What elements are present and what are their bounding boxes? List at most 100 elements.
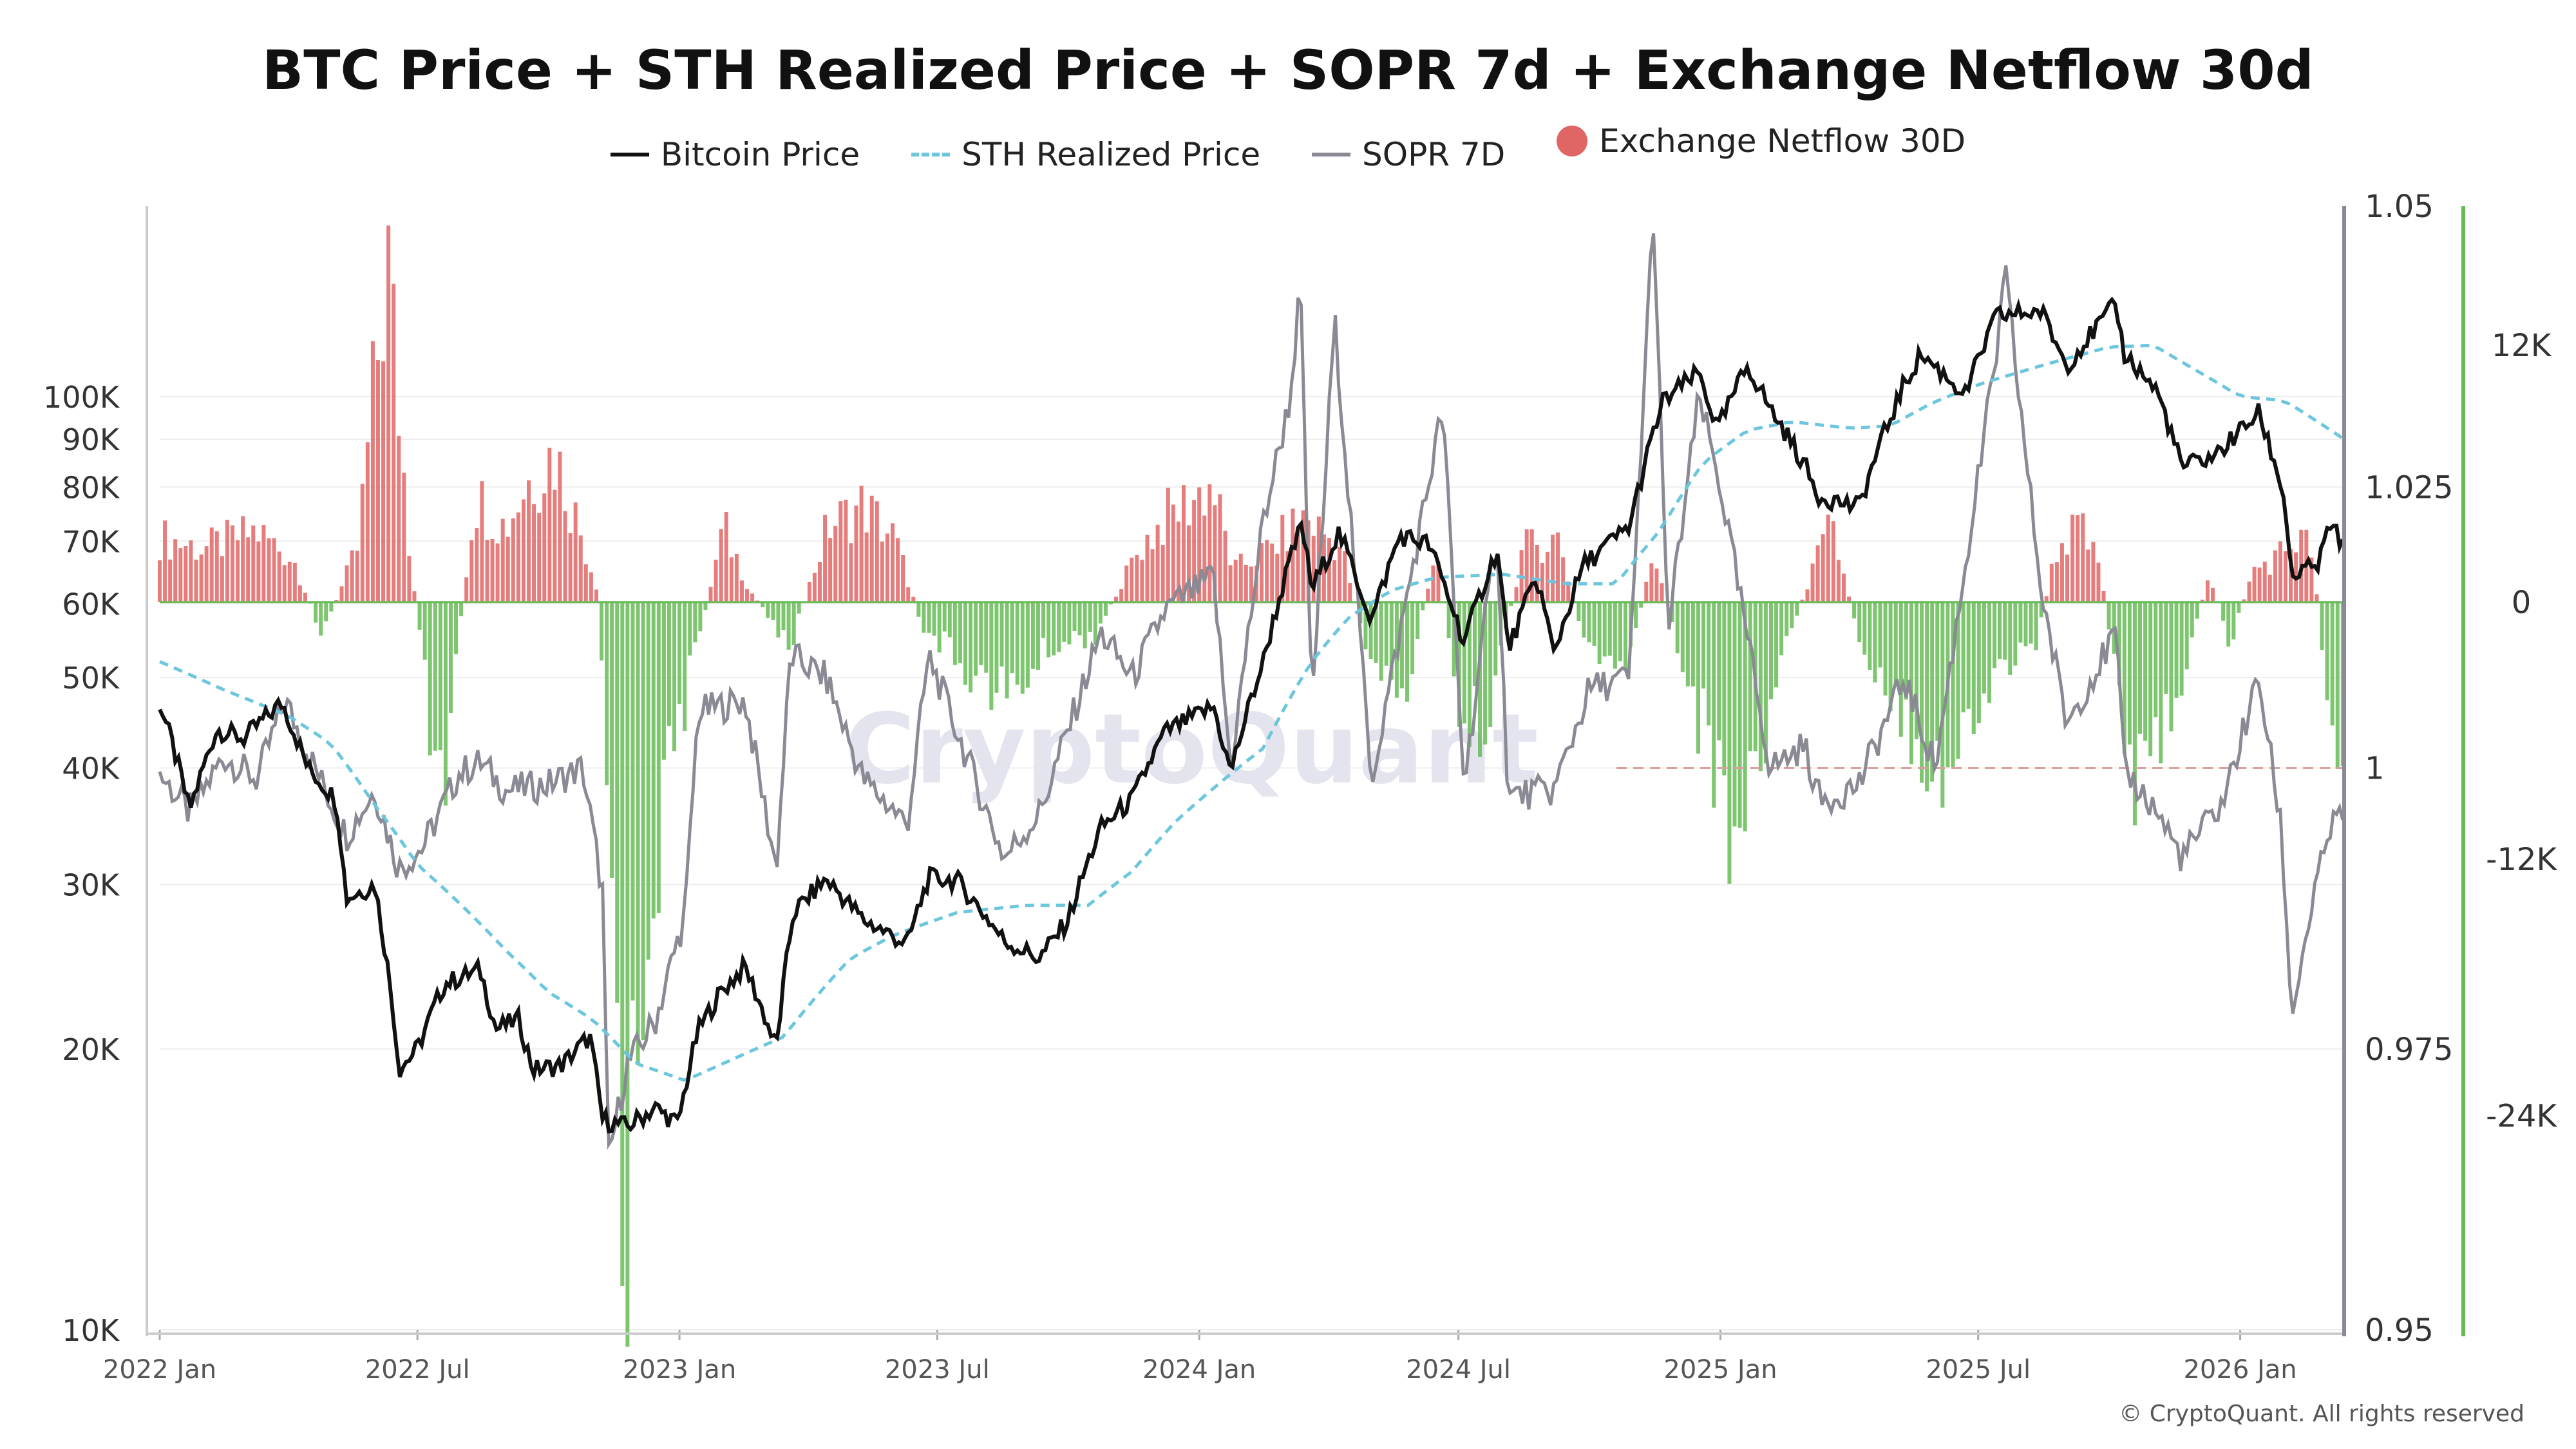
netflow-bar bbox=[2289, 549, 2293, 602]
netflow-bar bbox=[1732, 601, 1737, 827]
price-tick-label: 60K bbox=[62, 587, 120, 621]
netflow-bar bbox=[1660, 583, 1664, 602]
netflow-bar bbox=[1821, 534, 1825, 602]
netflow-bar bbox=[2262, 562, 2267, 602]
netflow-bar bbox=[527, 480, 531, 602]
chart-legend: Bitcoin Price STH Realized Price SOPR 7D… bbox=[0, 122, 2576, 173]
netflow-bar bbox=[615, 601, 620, 1003]
netflow-bar bbox=[911, 596, 916, 602]
netflow-bar bbox=[2315, 594, 2319, 602]
legend-item-sopr-7d[interactable]: SOPR 7D bbox=[1312, 136, 1505, 173]
netflow-bar bbox=[1566, 582, 1571, 602]
netflow-bar bbox=[1592, 601, 1596, 646]
netflow-bar bbox=[521, 499, 526, 602]
netflow-bar bbox=[849, 543, 853, 602]
netflow-bar bbox=[605, 601, 609, 786]
netflow-bar bbox=[1878, 601, 1882, 668]
netflow-bar bbox=[2284, 551, 2288, 602]
netflow-bar bbox=[1384, 601, 1388, 666]
netflow-bar bbox=[1644, 582, 1649, 602]
netflow-bar bbox=[661, 601, 666, 760]
netflow-bar bbox=[1868, 601, 1872, 670]
netflow-bar bbox=[583, 564, 588, 602]
netflow-bar bbox=[2076, 515, 2080, 602]
netflow-bar bbox=[553, 489, 557, 602]
netflow-bar bbox=[433, 601, 437, 751]
netflow-bar bbox=[1530, 529, 1534, 602]
netflow-bar bbox=[428, 601, 432, 756]
watermark: CryptoQuant bbox=[844, 694, 1539, 806]
netflow-bar bbox=[282, 565, 287, 602]
netflow-bar bbox=[761, 601, 765, 608]
netflow-bar bbox=[1758, 601, 1763, 772]
netflow-bar bbox=[2325, 601, 2329, 701]
netflow-bar bbox=[1940, 601, 1945, 808]
netflow-bar bbox=[1462, 601, 1466, 724]
netflow-bar bbox=[2023, 601, 2028, 647]
netflow-bar bbox=[1675, 601, 1680, 654]
x-tick-label: 2024 Jul bbox=[1406, 1355, 1511, 1385]
netflow-bar bbox=[2034, 601, 2038, 650]
netflow-bar bbox=[838, 501, 843, 602]
netflow-bar bbox=[1036, 601, 1040, 670]
netflow-bar bbox=[2273, 550, 2277, 602]
netflow-bar bbox=[2138, 601, 2143, 734]
netflow-bar bbox=[1654, 568, 1659, 602]
netflow-bar bbox=[1072, 601, 1077, 631]
netflow-bar bbox=[2231, 601, 2236, 639]
netflow-bar bbox=[1088, 601, 1092, 632]
netflow-bar bbox=[1841, 573, 1846, 602]
netflow-bar bbox=[365, 442, 370, 602]
netflow-bar bbox=[490, 538, 495, 602]
netflow-bar bbox=[1332, 560, 1337, 602]
netflow-bar bbox=[1577, 601, 1581, 621]
netflow-bar bbox=[1275, 553, 1280, 602]
netflow-bar bbox=[2221, 601, 2226, 621]
netflow-bar bbox=[1280, 515, 1285, 602]
netflow-bar bbox=[1192, 500, 1197, 602]
netflow-bar bbox=[1140, 560, 1144, 602]
netflow-bar bbox=[392, 283, 396, 602]
sopr-tick-label: 0.975 bbox=[2365, 1032, 2453, 1068]
netflow-bar bbox=[2190, 601, 2194, 638]
legend-item-exchange-netflow[interactable]: Exchange Netflow 30D bbox=[1557, 122, 1965, 160]
netflow-bar bbox=[2268, 574, 2272, 602]
netflow-bar bbox=[656, 601, 661, 913]
netflow-bar bbox=[1524, 529, 1529, 602]
netflow-bar bbox=[1166, 488, 1170, 602]
netflow-bar bbox=[1582, 601, 1586, 638]
netflow-bar bbox=[1020, 601, 1025, 694]
netflow-bar bbox=[189, 540, 193, 602]
netflow-bar bbox=[1914, 601, 1918, 739]
netflow-bar bbox=[1805, 589, 1810, 602]
legend-item-bitcoin-price[interactable]: Bitcoin Price bbox=[610, 136, 860, 173]
sopr-tick-label: 1.05 bbox=[2365, 189, 2434, 225]
netflow-bar bbox=[1015, 601, 1019, 685]
netflow-bar bbox=[1005, 601, 1009, 699]
netflow-bar bbox=[771, 601, 775, 620]
netflow-bar bbox=[1103, 601, 1108, 616]
netflow-bar bbox=[1951, 601, 1955, 768]
netflow-bar bbox=[1285, 551, 1290, 602]
netflow-bar bbox=[1790, 601, 1794, 629]
netflow-bar bbox=[1779, 601, 1784, 656]
netflow-bar bbox=[2211, 587, 2215, 602]
netflow-bar bbox=[511, 518, 515, 602]
sopr-tick-label: 1 bbox=[2365, 751, 2385, 787]
netflow-bar bbox=[360, 484, 365, 602]
netflow-bar bbox=[184, 545, 188, 602]
netflow-bar bbox=[994, 601, 999, 693]
netflow-bar bbox=[2252, 567, 2257, 602]
netflow-bar bbox=[1363, 601, 1368, 650]
netflow-bar bbox=[1727, 601, 1732, 884]
netflow-bar bbox=[547, 448, 552, 602]
netflow-bar bbox=[303, 592, 307, 602]
netflow-bar bbox=[173, 539, 178, 602]
price-tick-label: 30K bbox=[62, 868, 120, 903]
netflow-bar bbox=[209, 527, 214, 602]
netflow-bar bbox=[1062, 601, 1066, 642]
legend-item-sth-realized-price[interactable]: STH Realized Price bbox=[911, 136, 1260, 173]
netflow-bar bbox=[459, 601, 464, 616]
netflow-bar bbox=[989, 601, 994, 710]
netflow-bar bbox=[454, 601, 459, 654]
